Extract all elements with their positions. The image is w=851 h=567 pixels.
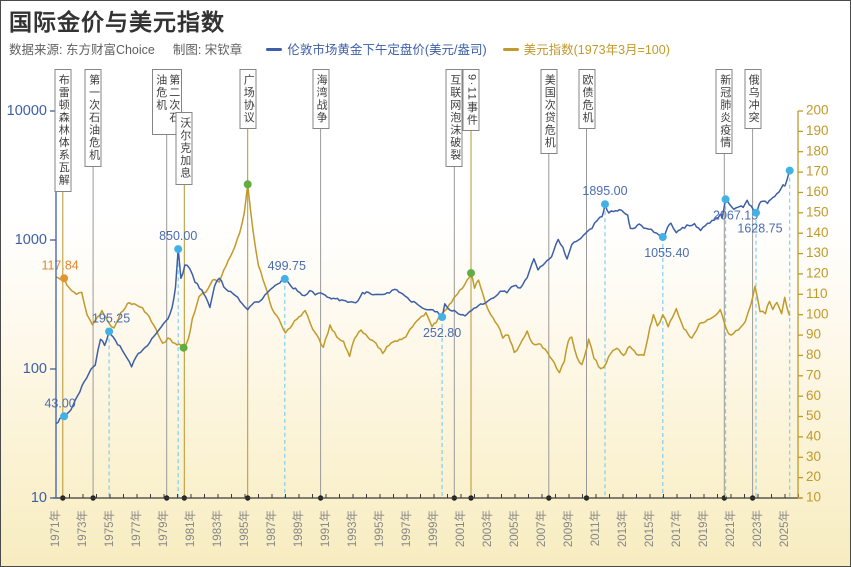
axes: 1971年 1973年 1975年 1977年 1979年 1981年 1983年 1985年… [7, 103, 829, 548]
value-label: 2067.15 [713, 208, 758, 222]
y-right-tick-label: 40 [806, 428, 821, 443]
green-marker-dot [467, 269, 475, 278]
x-axis-tick-label: 1989年 [291, 510, 305, 547]
x-axis-tick-label: 1979年 [156, 510, 170, 547]
legend-gold-price-label: 伦敦市场黄金下午定盘价(美元/盎司) [287, 43, 487, 57]
x-axis-tick-label: 1973年 [75, 510, 89, 547]
x-axis-tick-label: 1985年 [237, 510, 251, 547]
legend-item-gold-price: 伦敦市场黄金下午定盘价(美元/盎司) [266, 43, 487, 57]
y-right-tick-label: 90 [806, 327, 821, 342]
y-right-tick-label: 120 [806, 265, 829, 280]
cyan-marker-dot [438, 313, 447, 321]
x-axis-tick-label: 1987年 [264, 510, 278, 547]
cyan-marker-dot [174, 245, 183, 254]
value-label: 117.84 [41, 258, 78, 272]
x-axis-tick-label: 1977年 [129, 510, 143, 547]
y-right-tick-label: 140 [806, 225, 829, 240]
x-axis-tick-label: 1971年 [48, 510, 62, 547]
y-right-tick-label: 20 [806, 469, 821, 484]
cyan-marker-dot [601, 200, 609, 209]
y-left-tick-label: 1000 [15, 232, 47, 248]
x-axis-tick-label: 2021年 [723, 510, 737, 547]
dollar-index-line [55, 183, 791, 374]
y-right-tick-label: 110 [806, 286, 828, 301]
y-right-tick-label: 130 [806, 245, 829, 260]
meta-row: 数据来源: 东方财富Choice 制图: 宋钦章 伦敦市场黄金下午定盘价(美元/盎司… [9, 39, 670, 58]
green-marker-dot [179, 343, 188, 352]
value-label: 1055.40 [644, 246, 689, 260]
x-axis-tick-label: 1981年 [183, 510, 197, 547]
legend-dollar-index-label: 美元指数(1973年3月=100) [523, 43, 670, 57]
y-right-tick-label: 80 [806, 347, 821, 362]
annotations: 43.00 195.25 850.00 499.75 252.80 1895.00 1055… [41, 166, 794, 421]
value-label: 252.80 [423, 326, 461, 340]
event-lines [60, 71, 756, 501]
value-label: 499.75 [268, 259, 306, 273]
y-left-tick-label: 10 [31, 490, 47, 506]
x-axis-tick-label: 2007年 [534, 510, 548, 547]
legend-gold-price-dash-icon [266, 47, 283, 51]
cyan-marker-dot [785, 166, 794, 175]
x-axis-tick-label: 2023年 [750, 510, 764, 547]
y-left-tick-label: 100 [23, 361, 47, 377]
value-label: 850.00 [159, 229, 197, 243]
value-label: 195.25 [92, 312, 130, 326]
x-axis-tick-label: 1995年 [372, 510, 386, 547]
x-axis-tick-label: 2017年 [669, 510, 683, 547]
cyan-marker-dot [280, 274, 289, 283]
y-right-tick-label: 200 [806, 103, 829, 118]
orange-marker-dot [60, 274, 69, 283]
y-right-tick-label: 160 [806, 184, 829, 199]
cyan-marker-dot [752, 208, 760, 217]
legend-item-dollar-index: 美元指数(1973年3月=100) [502, 43, 670, 57]
x-axis-tick-label: 1997年 [399, 510, 413, 547]
x-axis-tick-label: 2025年 [777, 510, 791, 547]
x-axis-tick-label: 2011年 [588, 510, 602, 546]
y-right-tick-label: 30 [806, 449, 821, 464]
annotation-guide-lines [108, 170, 791, 498]
y-right-tick-label: 180 [806, 143, 829, 158]
x-axis-tick-label: 2005年 [507, 510, 521, 547]
y-right-tick-label: 60 [806, 388, 821, 403]
x-axis-tick-label: 2019年 [696, 510, 710, 547]
x-axis-tick-label: 1991年 [318, 510, 332, 547]
y-left-tick-label: 10000 [7, 103, 47, 119]
cyan-marker-dot [60, 412, 69, 421]
chart-credit: 制图: 宋钦章 [172, 43, 243, 57]
x-axis-tick-label: 2003年 [480, 510, 494, 547]
y-right-tick-label: 150 [806, 204, 829, 219]
y-right-tick-label: 50 [806, 408, 821, 423]
x-axis-tick-label: 2015年 [642, 510, 656, 547]
data-source: 数据来源: 东方财富Choice [9, 43, 155, 57]
legend-dollar-index-dash-icon [502, 47, 519, 51]
y-right-tick-label: 170 [806, 164, 829, 179]
x-axis-tick-label: 1983年 [210, 510, 224, 547]
value-label: 1895.00 [582, 184, 627, 198]
value-label: 43.00 [44, 396, 75, 410]
gold-price-line [55, 170, 791, 425]
x-axis-tick-label: 2001年 [453, 510, 467, 547]
cyan-marker-dot [721, 195, 730, 204]
value-label: 1628.75 [737, 222, 782, 236]
x-axis-tick-label: 1975年 [102, 510, 116, 547]
cyan-marker-dot [105, 327, 114, 336]
green-marker-dot [243, 180, 252, 189]
x-axis-tick-label: 1999年 [426, 510, 440, 547]
x-axis-tick-label: 2009年 [561, 510, 575, 547]
y-right-tick-label: 100 [806, 306, 829, 321]
y-right-tick-label: 10 [806, 490, 821, 505]
y-right-tick-label: 70 [806, 367, 821, 382]
x-axis-tick-label: 1993年 [345, 510, 359, 547]
y-right-tick-label: 190 [806, 123, 829, 138]
cyan-marker-dot [658, 233, 667, 241]
x-axis-tick-label: 2013年 [615, 510, 629, 547]
page-title: 国际金价与美元指数 [9, 9, 225, 35]
